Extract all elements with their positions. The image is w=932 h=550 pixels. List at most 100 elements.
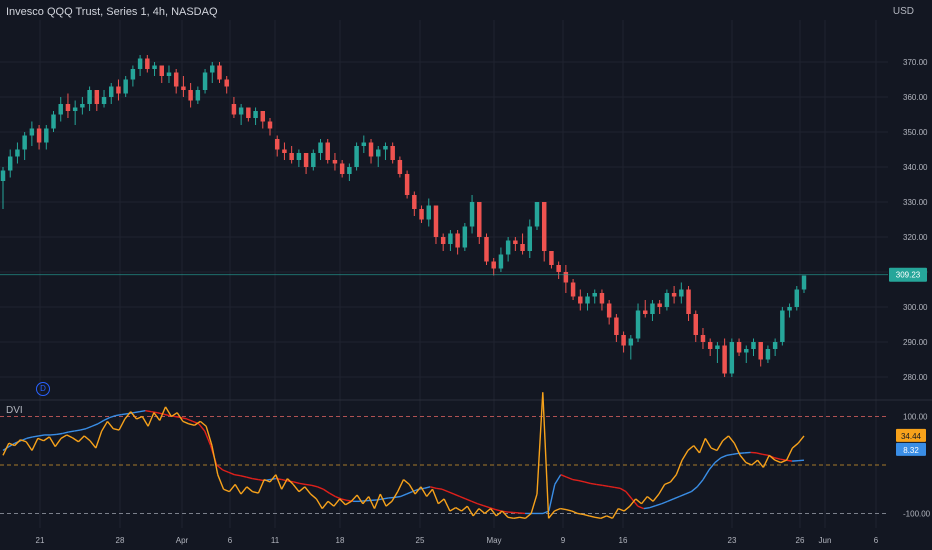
dvi-fast-segment	[246, 486, 254, 493]
dvi-fast-segment	[519, 516, 526, 519]
time-tick-label: Jun	[819, 536, 832, 545]
time-tick-label: 21	[36, 536, 45, 545]
dvi-slow-segment	[115, 413, 122, 417]
dvi-fast-segment	[589, 515, 596, 519]
dvi-slow-segment	[649, 505, 656, 509]
candle-body	[794, 289, 800, 307]
dividend-event-badge[interactable]: D	[36, 382, 50, 396]
dvi-slow-segment	[74, 429, 81, 432]
candle-body	[498, 254, 504, 269]
dvi-fast-segment	[327, 500, 335, 507]
candle-body	[491, 261, 496, 269]
candle-body	[195, 90, 201, 101]
dvi-fast-segment	[350, 494, 358, 502]
candle-body	[130, 69, 136, 80]
candle-body	[679, 289, 684, 297]
dvi-fast-segment	[379, 493, 387, 507]
candle-body	[72, 107, 78, 111]
dvi-slow-segment	[151, 411, 158, 414]
dvi-slow-segment	[578, 479, 585, 483]
dvi-fast-segment	[228, 483, 236, 493]
dvi-slow-segment	[631, 498, 639, 507]
dvi-slow-segment	[26, 436, 33, 440]
dvi-fast-segment	[130, 411, 138, 420]
dvi-slow-segment	[406, 491, 413, 495]
candle-body	[94, 90, 100, 104]
dvi-fast-segment	[524, 512, 532, 519]
dvi-slow-segment	[690, 486, 698, 493]
dvi-fast-segment	[583, 513, 590, 517]
candle-body	[419, 209, 424, 220]
dvi-fast-segment	[298, 486, 306, 493]
dvi-slow-segment	[246, 476, 253, 480]
candle-body	[29, 128, 35, 136]
candle-body	[296, 153, 302, 160]
dvi-fast-segment	[757, 459, 764, 468]
candle-body	[231, 104, 237, 115]
dvi-fast-segment	[785, 447, 794, 461]
candle-body	[635, 310, 641, 339]
candle-body	[347, 167, 352, 174]
dvi-slow-segment	[328, 492, 336, 498]
candle-body	[484, 237, 489, 262]
price-tick-label: 290.00	[903, 338, 928, 347]
dvi-fast-segment	[304, 486, 312, 495]
dvi-fast-segment	[530, 493, 538, 514]
dvi-fast-segment	[194, 420, 201, 426]
dvi-slow-segment	[471, 500, 478, 505]
dvi-fast-segment	[182, 420, 190, 425]
dvi-slow-segment	[465, 498, 472, 502]
dvi-fast-segment	[72, 437, 79, 443]
dvi-fast-segment	[89, 440, 97, 449]
candle-body	[354, 146, 359, 167]
dvi-slow-segment	[38, 434, 45, 437]
dvi-fast-value-label: 34.44	[901, 432, 922, 441]
dvi-fast-segment	[437, 498, 445, 505]
dvi-fast-segment	[257, 479, 265, 494]
candle-body	[549, 251, 554, 265]
candle-body	[563, 272, 569, 283]
dvi-slow-segment	[590, 482, 597, 486]
dvi-slow-segment	[85, 425, 93, 430]
dvi-fast-segment	[8, 442, 15, 447]
dvi-fast-segment	[275, 474, 283, 490]
price-tick-label: 300.00	[903, 303, 928, 312]
dvi-pane	[0, 392, 888, 519]
candle-body	[592, 293, 597, 297]
dvi-slow-segment	[311, 484, 318, 488]
dvi-fast-segment	[461, 505, 468, 512]
candle-body	[801, 275, 807, 290]
candle-body	[772, 342, 778, 349]
dvi-fast-segment	[20, 439, 27, 443]
dvi-fast-segment	[727, 435, 735, 444]
candle-body	[729, 342, 735, 374]
candle-body	[433, 205, 439, 237]
candle-body	[469, 202, 475, 227]
time-tick-label: 6	[874, 536, 879, 545]
candle-body	[15, 149, 20, 157]
dvi-slow-segment	[602, 484, 609, 488]
candle-body	[289, 153, 294, 160]
dvi-fast-segment	[188, 423, 195, 426]
dvi-fast-segment	[466, 505, 474, 517]
dvi-fast-segment	[617, 507, 625, 512]
candle-body	[751, 342, 756, 349]
dvi-fast-segment	[292, 483, 300, 493]
candle-body	[80, 104, 85, 108]
dvi-fast-segment	[780, 459, 787, 464]
dvi-indicator-label[interactable]: DVI	[6, 405, 23, 416]
dvi-fast-segment	[14, 439, 21, 447]
dvi-slow-segment	[79, 427, 87, 431]
dvi-slow-segment	[696, 479, 704, 488]
dvi-fast-segment	[95, 430, 103, 449]
dvi-tick-label: -100.00	[903, 509, 931, 518]
dvi-slow-segment	[436, 487, 443, 490]
dvi-slow-segment	[459, 495, 467, 500]
dvi-slow-segment	[708, 462, 716, 471]
candle-body	[267, 121, 273, 129]
dvi-fast-segment	[431, 488, 439, 505]
dvi-fast-segment	[472, 508, 480, 517]
dvi-fast-segment	[310, 493, 317, 500]
candle-body	[426, 205, 431, 220]
dvi-fast-segment	[118, 418, 126, 431]
